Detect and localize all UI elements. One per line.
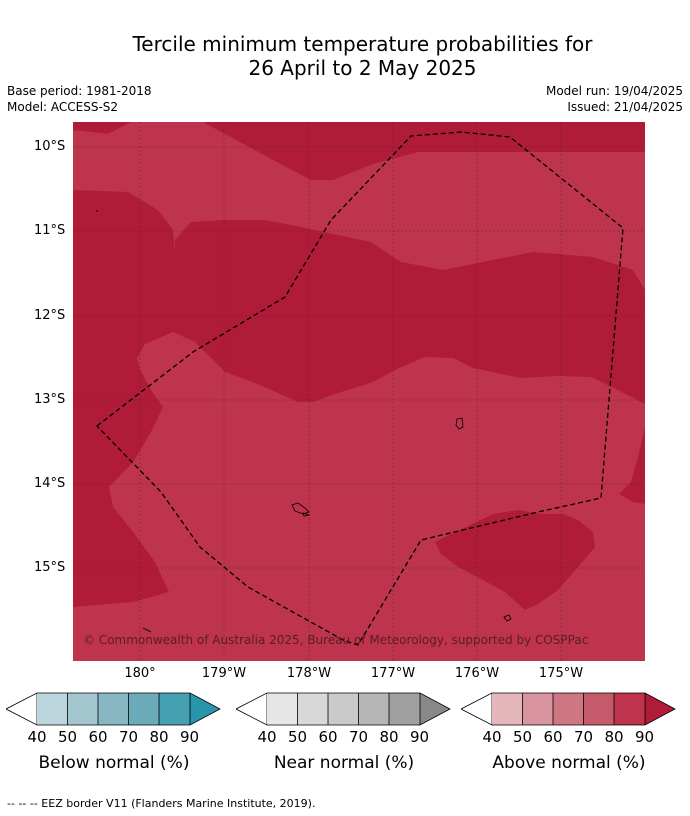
base-period: Base period: 1981-2018: [7, 84, 152, 98]
island: [142, 627, 152, 633]
island: [455, 417, 464, 430]
legend-swatch: [128, 693, 159, 725]
copyright-notice: © Commonwealth of Australia 2025, Bureau…: [83, 633, 588, 647]
legend-swatch: [190, 693, 220, 725]
legend-swatch: [522, 693, 553, 725]
legend-tick-label: 90: [634, 728, 655, 746]
probability-map: © Commonwealth of Australia 2025, Bureau…: [73, 122, 645, 661]
above-80-region: [73, 122, 645, 290]
island: [96, 210, 98, 212]
map-title-line1: Tercile minimum temperature probabilitie…: [132, 32, 593, 56]
island: [291, 502, 311, 517]
legend-below-label: Below normal (%): [38, 753, 190, 773]
legend-swatch: [389, 693, 420, 725]
lon-label: 180°: [124, 666, 156, 681]
eez-footnote: -- -- -- EEZ border V11 (Flanders Marine…: [7, 797, 316, 810]
lon-label: 179°W: [201, 666, 247, 681]
legend-swatch: [67, 693, 98, 725]
legend-swatch: [159, 693, 190, 725]
legend-tick-label: 60: [88, 728, 108, 746]
model-name: Model: ACCESS-S2: [7, 100, 119, 114]
lat-label: 10°S: [34, 139, 66, 154]
legend-swatch: [98, 693, 129, 725]
legend-swatch: [492, 693, 523, 725]
model-run: Model run: 19/04/2025: [545, 84, 683, 98]
legend-swatch: [297, 693, 328, 725]
legend-swatch: [37, 693, 68, 725]
legend-above-label: Above normal (%): [492, 753, 646, 773]
legend-swatch: [614, 693, 645, 725]
gridlines: [73, 122, 645, 661]
lat-label: 12°S: [34, 308, 66, 323]
lon-label: 177°W: [370, 666, 416, 681]
legend-swatch: [328, 693, 359, 725]
legend-tick-label: 50: [287, 728, 308, 746]
legend-near-label: Near normal (%): [273, 753, 415, 773]
legend-swatch: [583, 693, 614, 725]
legend-tick-label: 70: [118, 728, 139, 746]
legend-below-normal: [6, 692, 221, 726]
legend-tick-label: 50: [512, 728, 533, 746]
eez-border: [96, 131, 624, 646]
issued-date: Issued: 21/04/2025: [567, 100, 683, 114]
legend-tick-label: 80: [379, 728, 399, 746]
legend-swatch: [645, 693, 675, 725]
lon-label: 178°W: [286, 666, 332, 681]
legend-swatch: [420, 693, 450, 725]
lon-label: 176°W: [454, 666, 500, 681]
legend-swatch: [358, 693, 389, 725]
legend-tick-label: 40: [27, 728, 47, 746]
legend-tick-label: 70: [348, 728, 369, 746]
legend-tick-label: 70: [573, 728, 594, 746]
map-title-line2: 26 April to 2 May 2025: [248, 56, 477, 80]
above-90-region: [435, 510, 595, 610]
lat-label: 15°S: [34, 560, 66, 575]
legend-tick-label: 60: [543, 728, 563, 746]
legend-tick-label: 40: [482, 728, 502, 746]
lat-label: 11°S: [34, 223, 66, 238]
legend-tick-label: 50: [57, 728, 78, 746]
legend-near-normal: [236, 692, 451, 726]
legend-tick-label: 40: [257, 728, 277, 746]
lon-label: 175°W: [538, 666, 584, 681]
legend-above-normal: [461, 692, 676, 726]
island: [503, 614, 512, 622]
legend-swatch: [553, 693, 584, 725]
legend-tick-label: 90: [409, 728, 430, 746]
lat-label: 14°S: [34, 476, 66, 491]
lat-label: 13°S: [34, 392, 66, 407]
legend-tick-label: 80: [604, 728, 624, 746]
legend-tick-label: 90: [179, 728, 200, 746]
legend-tick-label: 60: [318, 728, 338, 746]
legend-swatch: [267, 693, 298, 725]
legend-tick-label: 80: [149, 728, 169, 746]
